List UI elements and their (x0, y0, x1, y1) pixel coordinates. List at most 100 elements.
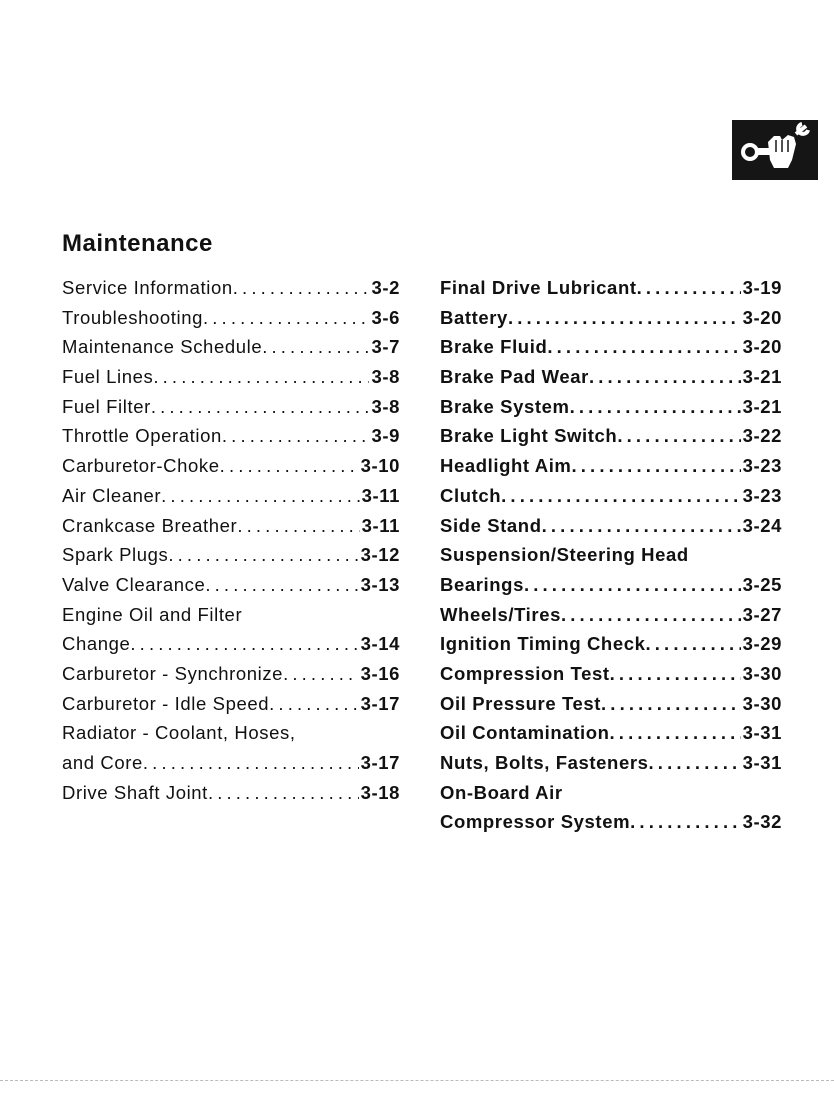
toc-entry[interactable]: Crankcase Breather 3-11 (62, 511, 400, 541)
leader-dots (610, 659, 741, 689)
toc-entry-label: Headlight Aim (440, 455, 572, 477)
toc-page-number: 3-12 (360, 544, 400, 566)
leader-dots (570, 392, 741, 422)
toc-entry[interactable]: Service Information 3-2 (62, 273, 400, 303)
leader-dots (153, 362, 369, 392)
toc-entry[interactable]: Nuts, Bolts, Fasteners 3-31 (440, 748, 782, 778)
toc-entry-label: On-Board Air (440, 781, 563, 803)
leader-dots (542, 511, 741, 541)
toc-entry[interactable]: Fuel Filter 3-8 (62, 392, 400, 422)
toc-entry[interactable]: Final Drive Lubricant 3-19 (440, 273, 782, 303)
leader-dots (203, 303, 369, 333)
toc-page-number: 3-17 (360, 752, 400, 773)
toc-page-number: 3-32 (742, 811, 782, 833)
toc-entry-label: Air Cleaner (62, 484, 162, 506)
toc-entry[interactable]: Throttle Operation 3-9 (62, 421, 400, 451)
toc-page-number: 3-31 (742, 752, 782, 773)
toc-entry-label: Engine Oil and Filter (62, 603, 243, 625)
toc-page-number: 3-27 (742, 603, 782, 625)
toc-entry-label: Side Stand (440, 514, 542, 536)
toc-entry[interactable]: Brake Fluid 3-20 (440, 332, 782, 362)
leader-dots (222, 421, 370, 451)
leader-dots (547, 332, 740, 362)
toc-entry[interactable]: Brake Pad Wear 3-21 (440, 362, 782, 392)
leader-dots (269, 689, 358, 719)
toc-entry[interactable]: Fuel Lines 3-8 (62, 362, 400, 392)
toc-page-number: 3-21 (742, 395, 782, 417)
leader-dots (161, 481, 359, 511)
toc-entry-label: and Core (62, 752, 143, 773)
toc-entry-label: Nuts, Bolts, Fasteners (440, 752, 649, 773)
toc-page-number: 3-25 (742, 573, 782, 595)
toc-entry-label: Brake Fluid (440, 336, 548, 358)
leader-dots (233, 273, 370, 303)
toc-entry-label: Throttle Operation (62, 425, 222, 447)
toc-entry-label: Spark Plugs (62, 544, 169, 566)
toc-entry-label: Drive Shaft Joint (62, 781, 208, 803)
toc-entry-label: Suspension/Steering Head (440, 544, 689, 566)
toc-entry-label: Carburetor - Idle Speed (62, 692, 270, 714)
toc-entry[interactable]: Side Stand 3-24 (440, 511, 782, 541)
toc-page-number: 3-21 (742, 366, 782, 388)
toc-entry[interactable]: Engine Oil and Filter Change 3-14 (62, 600, 400, 659)
toc-entry-label: Service Information (62, 277, 233, 298)
toc-entry[interactable]: Clutch 3-23 (440, 481, 782, 511)
leader-dots (524, 570, 741, 600)
page-title: Maintenance (62, 230, 213, 257)
toc-entry[interactable]: Drive Shaft Joint 3-18 (62, 778, 400, 808)
leader-dots (130, 629, 358, 659)
toc-entry-label: Brake Pad Wear (440, 366, 589, 388)
toc-entry-label: Bearings (440, 573, 524, 595)
toc-entry-label: Oil Contamination (440, 722, 610, 744)
toc-entry[interactable]: Troubleshooting 3-6 (62, 303, 400, 333)
leader-dots (637, 273, 741, 303)
toc-entry[interactable]: Compression Test 3-30 (440, 659, 782, 689)
toc-page-number: 3-14 (360, 633, 400, 655)
toc-entry-label: Maintenance Schedule (62, 336, 263, 358)
toc-page-number: 3-9 (371, 425, 400, 447)
leader-dots (283, 659, 358, 689)
leader-dots (143, 748, 359, 778)
toc-entry[interactable]: Valve Clearance 3-13 (62, 570, 400, 600)
leader-dots (208, 778, 359, 808)
toc-entry-label: Fuel Filter (62, 395, 151, 417)
toc-entry[interactable]: Radiator - Coolant, Hoses, and Core 3-17 (62, 718, 400, 777)
toc-entry-label: Carburetor - Synchronize (62, 662, 284, 684)
toc-entry[interactable]: Battery 3-20 (440, 303, 782, 333)
toc-entry-label: Fuel Lines (62, 366, 154, 388)
toc-entry[interactable]: Oil Pressure Test 3-30 (440, 689, 782, 719)
toc-entry-label: Ignition Timing Check (440, 633, 646, 655)
toc-entry[interactable]: Carburetor - Idle Speed 3-17 (62, 689, 400, 719)
toc-entry[interactable]: Oil Contamination 3-31 (440, 718, 782, 748)
toc-entry[interactable]: On-Board Air Compressor System 3-32 (440, 778, 782, 837)
toc-entry[interactable]: Suspension/Steering Head Bearings 3-25 (440, 540, 782, 599)
leader-dots (168, 540, 358, 570)
leader-dots (610, 718, 741, 748)
toc-entry[interactable]: Carburetor - Synchronize 3-16 (62, 659, 400, 689)
toc-entry[interactable]: Brake System 3-21 (440, 392, 782, 422)
toc-entry-label: Carburetor-Choke (62, 455, 220, 477)
toc-page-number: 3-7 (371, 336, 400, 358)
toc-entry[interactable]: Spark Plugs 3-12 (62, 540, 400, 570)
toc-page-number: 3-18 (360, 781, 400, 803)
bottom-rule (0, 1080, 834, 1081)
toc-entry-label: Battery (440, 306, 508, 328)
toc-entry[interactable]: Wheels/Tires 3-27 (440, 600, 782, 630)
toc-page-number: 3-16 (360, 662, 400, 684)
toc-page-number: 3-30 (742, 662, 782, 684)
toc-entry[interactable]: Maintenance Schedule 3-7 (62, 332, 400, 362)
toc-entry-label: Radiator - Coolant, Hoses, (62, 722, 296, 744)
toc-entry[interactable]: Ignition Timing Check 3-29 (440, 629, 782, 659)
toc-entry[interactable]: Carburetor-Choke 3-10 (62, 451, 400, 481)
toc-page-number: 3-17 (360, 692, 400, 714)
toc-entry[interactable]: Headlight Aim 3-23 (440, 451, 782, 481)
toc-entry[interactable]: Brake Light Switch 3-22 (440, 421, 782, 451)
toc-entry[interactable]: Air Cleaner 3-11 (62, 481, 400, 511)
toc-entry-label: Brake Light Switch (440, 425, 618, 447)
toc-page-number: 3-23 (742, 484, 782, 506)
toc-page-number: 3-22 (742, 425, 782, 447)
leader-dots (508, 303, 741, 333)
toc-page-number: 3-23 (742, 455, 782, 477)
toc-entry-label: Oil Pressure Test (440, 692, 602, 714)
leader-dots (617, 421, 740, 451)
